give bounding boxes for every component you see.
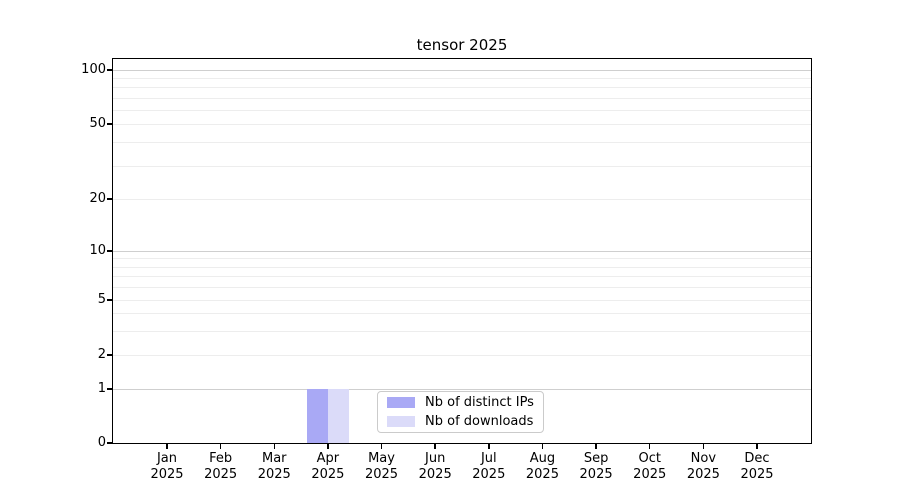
x-tick-mark — [595, 444, 597, 449]
x-tick-mark — [649, 444, 651, 449]
y-minor-gridline — [113, 124, 811, 125]
y-tick-label: 2 — [97, 347, 106, 362]
x-tick-month: Sep — [583, 451, 609, 466]
legend-item: Nb of distinct IPs — [387, 395, 534, 411]
y-tick-mark — [107, 250, 113, 252]
y-tick-label: 100 — [81, 62, 106, 77]
y-minor-gridline — [113, 266, 811, 268]
y-minor-gridline — [113, 355, 811, 356]
x-tick-month: Mar — [262, 451, 287, 466]
y-tick-mark — [107, 69, 113, 71]
y-tick-label: 0 — [97, 435, 106, 450]
x-tick-year: 2025 — [204, 467, 238, 482]
x-tick-year: 2025 — [633, 467, 667, 482]
x-tick-month: Jan — [156, 451, 178, 466]
x-tick-year: 2025 — [364, 467, 399, 482]
x-tick-month: Apr — [316, 451, 340, 466]
legend-swatch — [387, 397, 415, 408]
x-tick-label: Aug 2025 — [500, 451, 584, 483]
x-tick-month: Dec — [744, 451, 770, 466]
x-tick-mark — [488, 444, 490, 449]
y-tick-label: 10 — [89, 243, 106, 258]
x-tick-year: 2025 — [472, 467, 506, 482]
bar-nb-of-distinct-ips — [306, 389, 328, 443]
y-minor-gridline — [113, 142, 811, 144]
legend-item: Nb of downloads — [387, 414, 534, 430]
x-tick-label: Nov 2025 — [661, 451, 745, 483]
x-tick-label: Mar 2025 — [232, 451, 316, 483]
y-tick-mark — [107, 123, 113, 125]
legend: Nb of distinct IPs Nb of downloads — [377, 391, 544, 433]
legend-label: Nb of downloads — [425, 413, 534, 429]
x-tick-month: Oct — [638, 451, 661, 466]
x-tick-label: Jun 2025 — [393, 451, 477, 483]
y-minor-gridline — [113, 199, 811, 200]
plot-area — [113, 59, 811, 443]
x-tick-month: Jul — [480, 451, 497, 466]
x-tick-mark — [166, 444, 168, 449]
x-tick-mark — [219, 444, 222, 449]
x-tick-mark — [702, 444, 705, 449]
y-tick-label: 1 — [97, 381, 106, 396]
y-minor-gridline — [113, 97, 811, 99]
y-minor-gridline — [113, 258, 811, 260]
x-tick-mark — [273, 444, 275, 449]
y-minor-gridline — [113, 87, 811, 89]
x-tick-month: May — [368, 451, 395, 466]
y-tick-label: 5 — [97, 292, 106, 307]
y-major-gridline — [113, 251, 811, 252]
y-minor-gridline — [113, 330, 811, 332]
x-tick-label: Oct 2025 — [608, 451, 692, 483]
x-tick-label: Feb 2025 — [179, 451, 263, 483]
x-tick-year: 2025 — [686, 467, 720, 482]
x-tick-label: Apr 2025 — [286, 451, 370, 483]
x-tick-mark — [541, 444, 544, 449]
y-major-gridline — [113, 70, 811, 71]
x-tick-label: Jan 2025 — [125, 451, 209, 483]
y-minor-gridline — [113, 313, 811, 315]
y-minor-gridline — [113, 287, 811, 289]
y-minor-gridline — [113, 78, 811, 80]
x-tick-year: 2025 — [418, 467, 452, 482]
x-tick-year: 2025 — [311, 467, 345, 482]
y-tick-mark — [107, 198, 113, 200]
legend-swatch — [387, 416, 415, 427]
x-tick-label: May 2025 — [340, 451, 424, 483]
y-minor-gridline — [113, 165, 811, 167]
x-tick-year: 2025 — [579, 467, 613, 482]
x-tick-year: 2025 — [257, 467, 291, 482]
x-tick-mark — [756, 444, 758, 449]
y-minor-gridline — [113, 300, 811, 301]
x-tick-label: Dec 2025 — [715, 451, 799, 483]
y-tick-label: 50 — [89, 116, 106, 131]
y-major-gridline — [113, 389, 811, 390]
x-tick-month: Feb — [209, 451, 233, 466]
x-tick-year: 2025 — [525, 467, 559, 482]
x-tick-mark — [434, 444, 436, 449]
chart-title: tensor 2025 — [416, 36, 508, 54]
legend-label: Nb of distinct IPs — [425, 394, 534, 410]
x-tick-month: Jun — [425, 451, 446, 466]
bar-nb-of-downloads — [327, 389, 349, 443]
x-tick-mark — [327, 444, 329, 449]
y-tick-label: 20 — [89, 191, 106, 206]
x-tick-year: 2025 — [150, 467, 184, 482]
y-tick-mark — [107, 354, 113, 356]
y-tick-mark — [107, 299, 113, 301]
y-minor-gridline — [113, 276, 811, 278]
x-tick-year: 2025 — [740, 467, 774, 482]
x-tick-mark — [380, 444, 383, 449]
y-tick-mark — [107, 442, 113, 444]
x-tick-month: Aug — [529, 451, 556, 466]
y-tick-mark — [107, 388, 113, 390]
x-tick-month: Nov — [690, 451, 717, 466]
y-minor-gridline — [113, 109, 811, 111]
x-tick-label: Sep 2025 — [554, 451, 638, 483]
x-tick-label: Jul 2025 — [447, 451, 531, 483]
